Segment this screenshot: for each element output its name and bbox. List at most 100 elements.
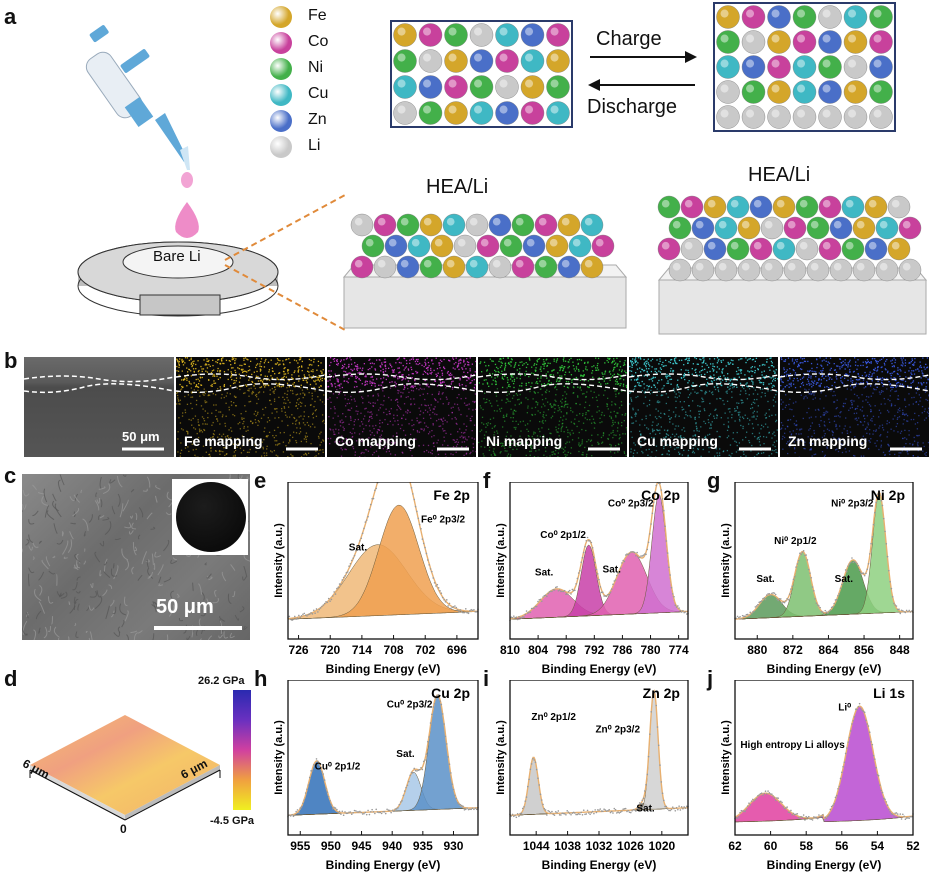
legend-label: Co (308, 33, 328, 51)
colorbar-bottom-label: -4.5 GPa (210, 815, 254, 827)
xps-data-point (517, 813, 519, 815)
xps-data-point (447, 605, 449, 607)
xps-data-point (551, 811, 553, 813)
xps-data-point (799, 552, 801, 554)
xps-data-point (365, 812, 367, 814)
xps-data-point (842, 766, 844, 768)
xps-data-point (772, 795, 774, 797)
xps-data-point (627, 554, 629, 556)
xps-data-point (797, 813, 799, 815)
xps-data-point (677, 605, 679, 607)
xps-data-point (747, 805, 749, 807)
xps-data-point (318, 609, 320, 611)
xps-data-point (386, 808, 388, 810)
xps-data-point (664, 525, 666, 527)
x-axis-label: Binding Energy (eV) (542, 858, 657, 872)
xps-data-point (464, 612, 466, 614)
xps-data-point (403, 795, 405, 797)
xps-data-point (340, 813, 342, 815)
xps-data-point (422, 769, 424, 771)
xps-data-point (445, 601, 447, 603)
xps-data-point (599, 808, 601, 810)
xps-data-point (473, 809, 475, 811)
xps-data-point (683, 806, 685, 808)
xps-data-point (388, 809, 390, 811)
x-tick-label: 872 (783, 643, 803, 657)
xps-data-point (535, 761, 537, 763)
xps-data-point (793, 813, 795, 815)
xps-data-point (636, 552, 638, 554)
xps-data-point (518, 815, 520, 817)
xps-data-point (681, 806, 683, 808)
xps-data-point (597, 573, 599, 575)
xps-data-point (780, 801, 782, 803)
xps-data-point (898, 608, 900, 610)
x-tick-label: 1044 (523, 839, 550, 853)
xps-data-point (589, 540, 591, 542)
xps-data-point (331, 599, 333, 601)
xps-data-point (570, 814, 572, 816)
x-tick-label: 940 (382, 839, 402, 853)
peak-annotation: Sat. (396, 749, 415, 760)
xps-data-point (460, 804, 462, 806)
eds-map-ni: Ni mapping (478, 357, 627, 457)
x-tick-label: 880 (747, 643, 767, 657)
xps-data-point (458, 611, 460, 613)
xps-data-point (454, 605, 456, 607)
panel-label-c: c (4, 463, 16, 489)
xps-data-point (413, 768, 415, 770)
xps-data-point (674, 810, 676, 812)
xps-data-point (449, 603, 451, 605)
xps-data-point (680, 610, 682, 612)
xps-data-point (630, 812, 632, 814)
xps-data-point (749, 804, 751, 806)
xps-data-point (409, 775, 411, 777)
xps-data-point (533, 759, 535, 761)
xps-data-point (587, 810, 589, 812)
xps-data-point (611, 811, 613, 813)
xps-data-point (551, 591, 553, 593)
xps-data-point (662, 792, 664, 794)
xps-data-point (583, 809, 585, 811)
xps-data-point (305, 614, 307, 616)
xps-data-point (911, 610, 913, 612)
xps-data-point (413, 499, 415, 501)
xps-data-point (574, 812, 576, 814)
xps-data-point (346, 572, 348, 574)
xps-data-point (668, 566, 670, 568)
xps-data-point (673, 596, 675, 598)
xps-data-point (817, 604, 819, 606)
xps-data-point (746, 809, 748, 811)
xps-data-point (882, 505, 884, 507)
xps-data-point (457, 609, 459, 611)
peak-annotation: Fe⁰ 2p3/2 (421, 514, 465, 525)
xps-data-point (643, 554, 645, 556)
xps-data-point (756, 605, 758, 607)
xps-data-point (422, 538, 424, 540)
xps-data-point (352, 812, 354, 814)
xps-data-point (608, 594, 610, 596)
xps-data-point (884, 799, 886, 801)
xps-data-point (369, 814, 371, 816)
xps-data-point (582, 814, 584, 816)
xps-data-point (634, 552, 636, 554)
xps-data-point (620, 811, 622, 813)
xps-data-point (533, 607, 535, 609)
legend-item-zn: Zn (270, 110, 350, 132)
xps-data-point (443, 723, 445, 725)
xps-data-point (587, 537, 589, 539)
xps-data-point (905, 818, 907, 820)
peak-annotation: Cu⁰ 2p3/2 (387, 700, 433, 711)
xps-data-point (647, 549, 649, 551)
xps-data-point (299, 617, 301, 619)
pipette-icon (82, 24, 190, 170)
xps-data-point (401, 800, 403, 802)
xps-data-point (828, 610, 830, 612)
xps-data-point (735, 617, 737, 619)
xps-data-point (737, 616, 739, 618)
xps-data-point (308, 784, 310, 786)
xps-data-point (886, 801, 888, 803)
xps-data-point (359, 811, 361, 813)
